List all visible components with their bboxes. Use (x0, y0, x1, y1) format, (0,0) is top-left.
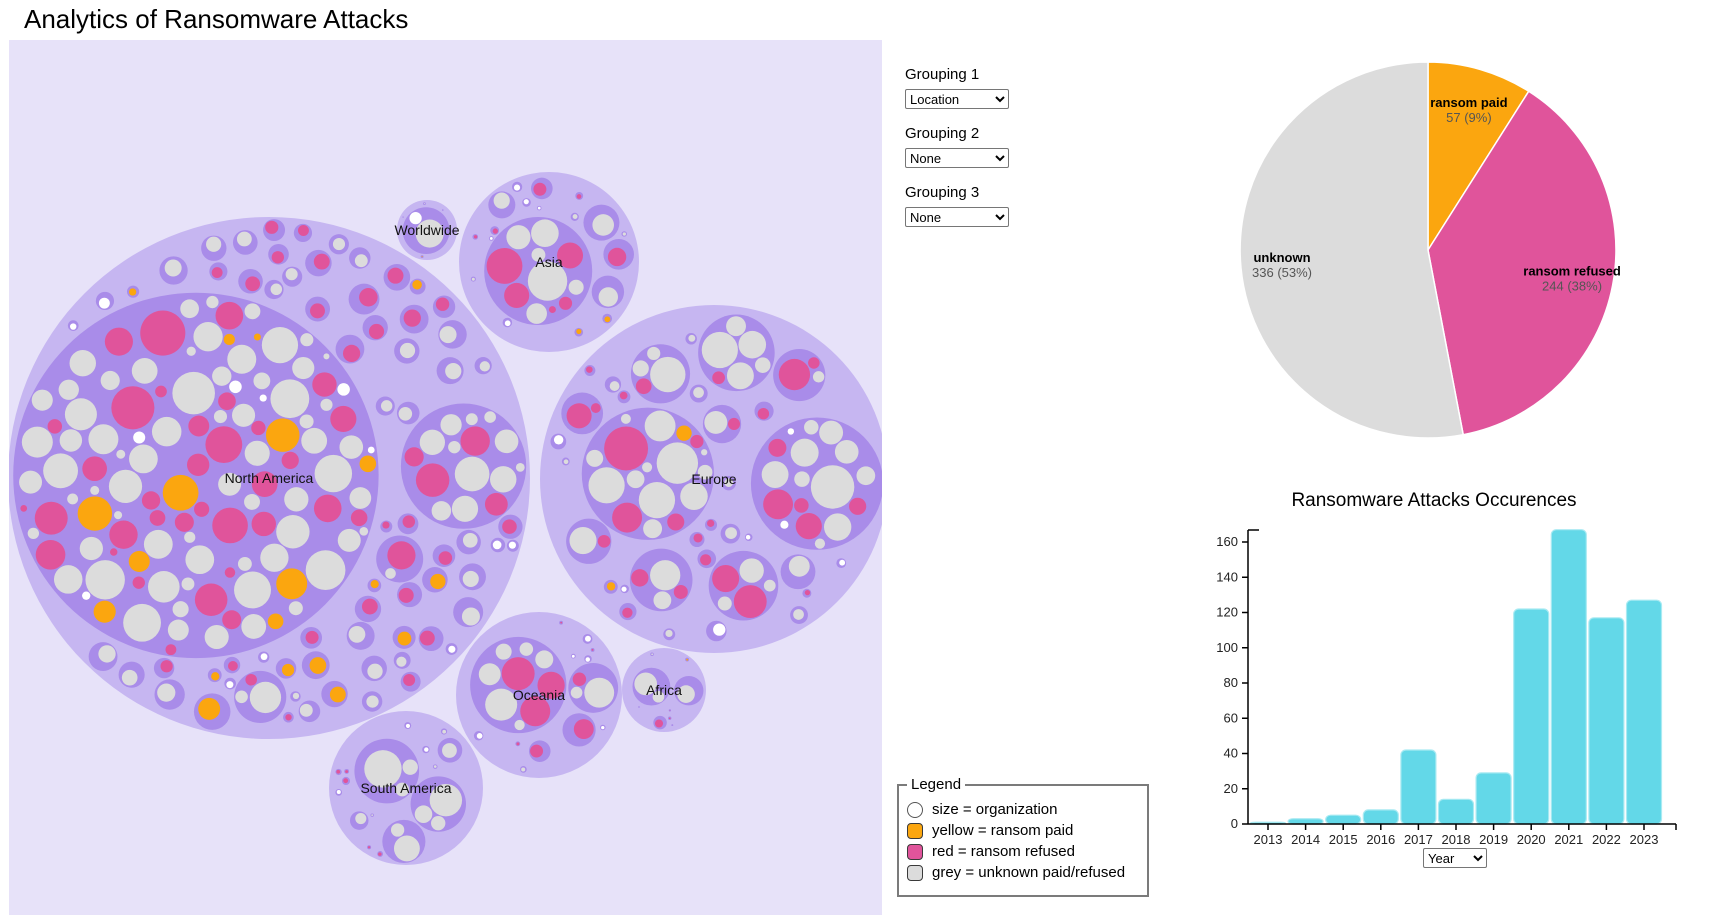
bar (1475, 772, 1512, 825)
bar (1550, 529, 1587, 825)
bar (1437, 798, 1475, 825)
x-tick-label: 2013 (1254, 832, 1283, 847)
pie-slice-label: ransom paid (1430, 95, 1507, 110)
grouping-2-label: Grouping 2 (905, 125, 980, 142)
bar (1588, 617, 1625, 825)
x-tick-label: 2023 (1630, 832, 1659, 847)
y-tick-label: 40 (1224, 746, 1238, 761)
y-tick-label: 140 (1216, 569, 1238, 584)
bar (1287, 818, 1324, 825)
legend: Legend size = organization yellow = rans… (897, 776, 1149, 897)
region-label: North America (225, 470, 314, 486)
bubble-chart[interactable]: North America Worldwide Asia Europe Oceania A… (9, 40, 882, 915)
x-tick-label: 2014 (1291, 832, 1320, 847)
bar (1513, 608, 1550, 825)
x-tick-label: 2015 (1329, 832, 1358, 847)
unknown-swatch-icon (907, 864, 923, 881)
grouping-3-select[interactable]: None (905, 207, 1009, 227)
pie-slice-label: ransom refused (1523, 263, 1621, 278)
grouping-1-select[interactable]: Location (905, 89, 1009, 109)
legend-item-size: size = organization (907, 801, 1137, 818)
x-tick-label: 2020 (1517, 832, 1546, 847)
ransom-refused-swatch-icon (907, 843, 923, 860)
pie-slice-value: 244 (38%) (1542, 278, 1602, 293)
ransom-paid-swatch-icon (907, 822, 923, 839)
grouping-controls: Grouping 1 Location Grouping 2 None Grou… (905, 66, 1025, 243)
region-label: Europe (691, 471, 736, 487)
bar (1400, 749, 1437, 825)
bar (1362, 809, 1399, 825)
region-label: Oceania (513, 687, 565, 703)
y-tick-label: 20 (1224, 781, 1238, 796)
x-tick-label: 2016 (1366, 832, 1395, 847)
page-title: Analytics of Ransomware Attacks (24, 4, 409, 34)
region-label: Africa (646, 682, 682, 698)
pie-slice (1427, 90, 1617, 436)
x-tick-label: 2021 (1554, 832, 1583, 847)
y-tick-label: 160 (1216, 534, 1238, 549)
legend-item-unknown: grey = unknown paid/refused (907, 864, 1137, 881)
organization-circle-icon (907, 801, 923, 818)
grouping-3-label: Grouping 3 (905, 184, 980, 201)
region-label: South America (360, 780, 451, 796)
pie-slice-value: 57 (9%) (1446, 110, 1492, 125)
bar (1625, 599, 1663, 825)
bar-chart: Ransomware Attacks Occurences 0 20 40 60 80 1… (1216, 490, 1677, 847)
grouping-1-label: Grouping 1 (905, 66, 980, 83)
x-tick-label: 2017 (1404, 832, 1433, 847)
grouping-2-select[interactable]: None (905, 148, 1009, 168)
pie-slice (1427, 61, 1530, 253)
legend-item-refused: red = ransom refused (907, 843, 1137, 860)
y-tick-label: 60 (1224, 710, 1238, 725)
legend-item-paid: yellow = ransom paid (907, 822, 1137, 839)
bar (1325, 814, 1362, 825)
pie-slice (1239, 61, 1465, 439)
pie-slice-value: 336 (53%) (1252, 265, 1312, 280)
year-axis-select[interactable]: Year (1423, 848, 1487, 868)
y-tick-label: 100 (1216, 640, 1238, 655)
legend-title: Legend (911, 776, 962, 793)
x-tick-label: 2018 (1442, 832, 1471, 847)
bar-chart-title: Ransomware Attacks Occurences (1291, 490, 1576, 511)
region-label: Asia (535, 254, 562, 270)
y-tick-label: 80 (1224, 675, 1238, 690)
x-tick-label: 2022 (1592, 832, 1621, 847)
y-tick-label: 120 (1216, 605, 1238, 620)
region-label: Worldwide (394, 222, 459, 238)
pie-slice-label: unknown (1253, 250, 1310, 265)
x-tick-label: 2019 (1479, 832, 1508, 847)
y-tick-label: 0 (1231, 816, 1238, 831)
